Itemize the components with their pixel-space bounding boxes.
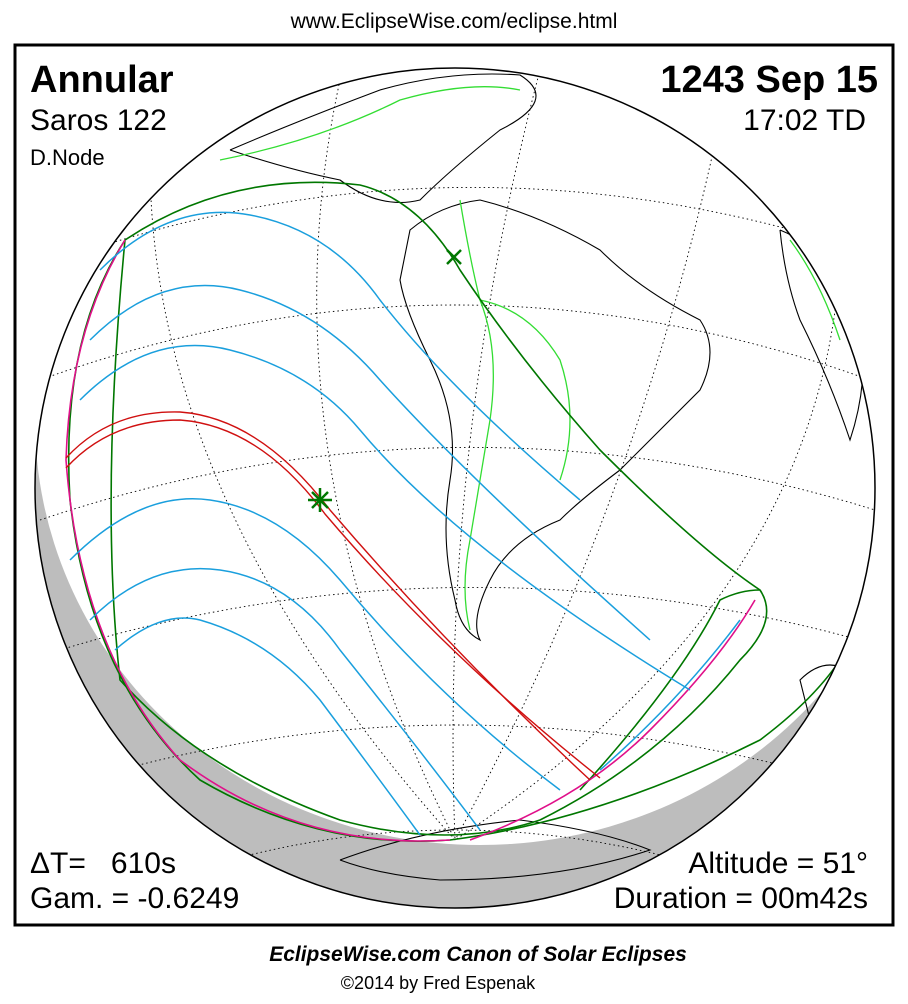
penumbra-limits [67,181,861,843]
globe-outline [34,67,876,909]
eclipse-date: 1243 Sep 15 [660,59,878,101]
gamma: Gam. = -0.6249 [30,882,239,915]
rise-set-curves [65,239,756,842]
altitude: Altitude = 51° [688,847,868,880]
greatest-eclipse-marker [308,249,462,512]
graticule [39,69,875,861]
saros: Saros 122 [30,104,167,137]
node: D.Node [30,145,105,170]
delta-t: ΔT= 610s [30,847,176,880]
footer-credit: ©2014 by Fred Espenak [341,973,536,993]
time: 17:02 TD [743,104,866,137]
footer-title: EclipseWise.com Canon of Solar Eclipses [269,943,687,966]
magnitude-lines [69,211,741,836]
duration: Duration = 00m42s [614,882,868,915]
globe [34,67,876,909]
url: www.EclipseWise.com/eclipse.html [290,10,618,33]
eclipse-type: Annular [30,59,174,101]
central-path [65,411,601,781]
